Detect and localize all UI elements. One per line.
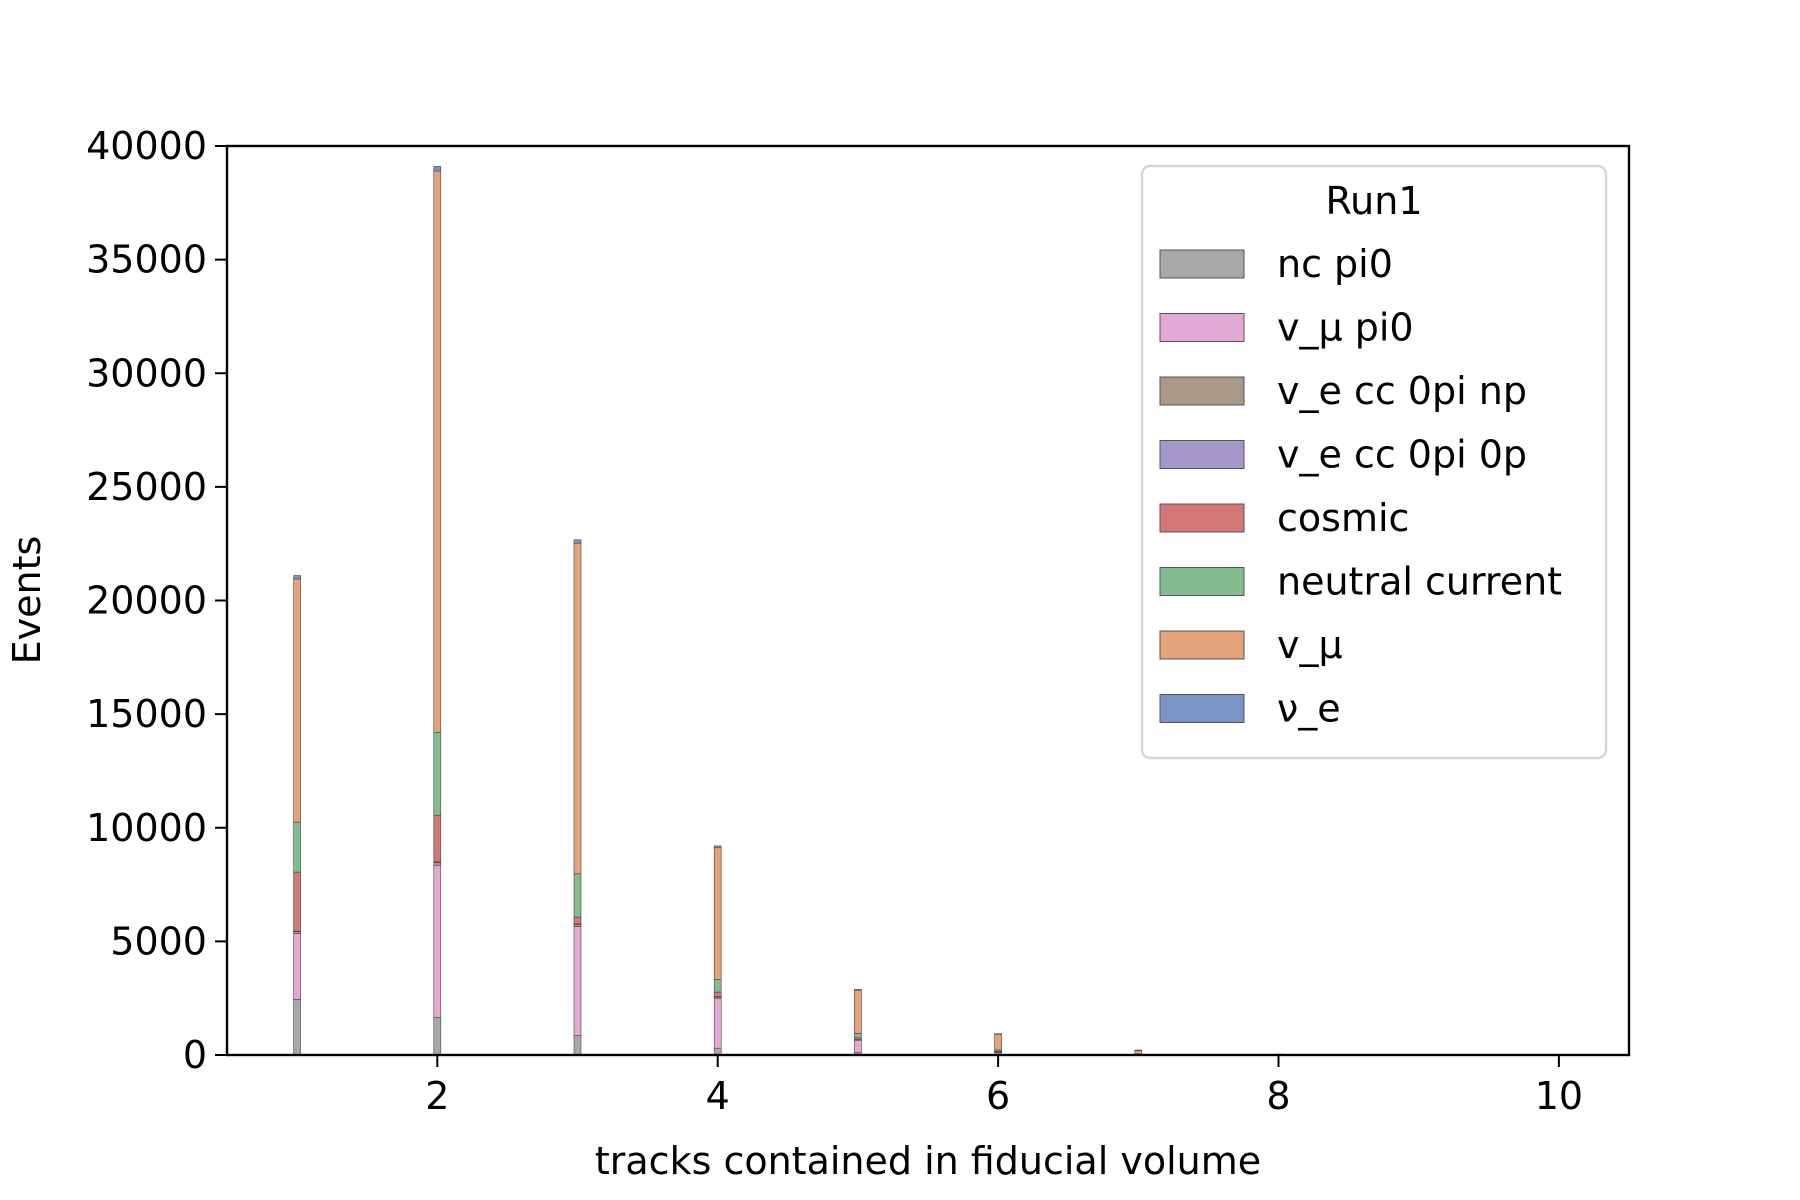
bar-segment (433, 1017, 442, 1056)
bar-segment (573, 926, 582, 1036)
bar-segment (433, 862, 442, 866)
bar-layer (293, 166, 1563, 1056)
bar-segment (573, 542, 582, 875)
legend-label: v_e cc 0pi 0p (1277, 433, 1527, 477)
bar-segment (293, 578, 301, 823)
legend-label: ν_e (1277, 687, 1341, 731)
bar-segment (854, 989, 862, 991)
legend-swatch (1159, 313, 1245, 342)
bar-segment (433, 732, 442, 816)
bar-segment (293, 871, 301, 932)
bar-segment (433, 170, 442, 733)
legend-label: cosmic (1277, 496, 1409, 540)
bar-segment (433, 864, 442, 1018)
x-tick-label: 4 (706, 1074, 730, 1118)
y-tick-label: 10000 (86, 806, 207, 850)
legend-title: Run1 (1325, 179, 1422, 223)
y-axis: 0 5000 10000 15000 20000 25000 30000 35000 40000 (86, 124, 227, 1077)
bar-segment (1134, 1049, 1143, 1051)
legend-swatch (1159, 503, 1245, 533)
bar-segment (994, 1033, 1002, 1051)
bar-segment (713, 847, 722, 980)
y-tick-label: 40000 (86, 124, 207, 168)
bar-segment (293, 575, 301, 580)
bar-segment (854, 1039, 862, 1054)
bar-segment (994, 1033, 1002, 1035)
legend-swatch (1159, 440, 1245, 469)
x-tick-label: 6 (986, 1074, 1010, 1118)
bar-segment (573, 873, 582, 918)
x-tick-label: 2 (425, 1074, 449, 1118)
legend-label: v_μ pi0 (1277, 306, 1414, 350)
bar-segment (573, 916, 582, 925)
legend-swatch (1159, 694, 1245, 723)
legend-swatch (1159, 567, 1245, 596)
bar-segment (713, 997, 722, 1049)
bar-segment (433, 814, 442, 863)
legend-label: v_μ (1277, 623, 1343, 667)
y-tick-label: 15000 (86, 692, 207, 736)
bar-segment (713, 979, 722, 993)
x-tick-label: 8 (1266, 1074, 1290, 1118)
bar-segment (573, 539, 582, 544)
y-tick-label: 35000 (86, 238, 207, 282)
bar-segment (713, 991, 722, 997)
bar-segment (433, 166, 442, 172)
bar-segment (854, 989, 862, 1034)
bar-segment (293, 933, 301, 1000)
legend-label: neutral current (1277, 560, 1562, 604)
bar-segment (293, 821, 301, 873)
legend-label: nc pi0 (1277, 242, 1393, 286)
y-tick-label: 0 (183, 1033, 207, 1077)
x-axis: 2 4 6 8 10 (425, 1055, 1583, 1118)
y-tick-label: 5000 (110, 919, 207, 963)
legend-swatch (1159, 249, 1245, 279)
x-axis-label: tracks contained in fiducial volume (595, 1139, 1261, 1183)
y-tick-label: 20000 (86, 579, 207, 623)
y-axis-label: Events (5, 536, 49, 665)
y-tick-label: 25000 (86, 465, 207, 509)
legend-box (1140, 164, 1608, 760)
legend-items: nc pi0 v_μ pi0 v_e cc 0pi np v_e cc 0pi 0p c… (1159, 242, 1562, 731)
legend-swatch (1159, 376, 1245, 406)
y-tick-label: 30000 (86, 351, 207, 395)
bar-segment (713, 845, 722, 849)
x-tick-label: 10 (1535, 1074, 1583, 1118)
bar-segment (854, 1033, 862, 1039)
bar-segment (573, 1035, 582, 1056)
legend-label: v_e cc 0pi np (1277, 369, 1527, 413)
bar-segment (293, 999, 301, 1056)
legend-swatch (1159, 630, 1245, 660)
legend: Run1 nc pi0 v_μ pi0 v_e cc 0pi np v_e cc 0p… (1140, 164, 1608, 760)
